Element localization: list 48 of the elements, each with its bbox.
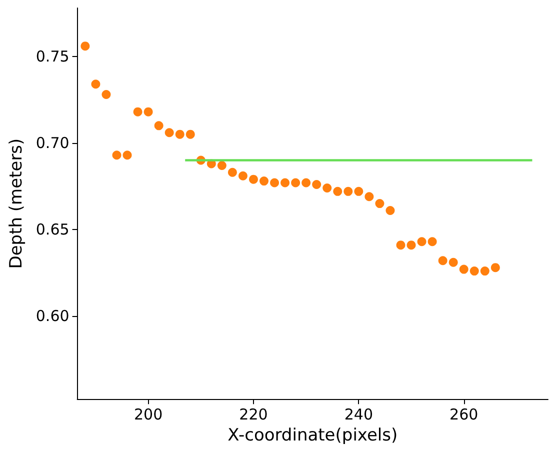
point — [364, 192, 374, 202]
point — [270, 178, 280, 188]
point — [354, 186, 364, 196]
point — [228, 168, 237, 177]
y-tick-label: 0.70 — [36, 134, 70, 152]
point — [312, 180, 322, 190]
point — [133, 107, 142, 116]
point — [302, 178, 311, 188]
point — [154, 121, 164, 130]
point — [91, 80, 100, 89]
point — [428, 237, 437, 246]
point — [217, 160, 226, 170]
x-tick-label: 220 — [239, 406, 268, 424]
point — [144, 107, 153, 116]
point — [386, 206, 395, 215]
point — [238, 171, 248, 180]
point — [122, 150, 132, 160]
point — [480, 266, 490, 276]
x-tick-label: 200 — [134, 406, 163, 424]
point — [248, 174, 258, 184]
point — [175, 130, 184, 139]
point — [417, 237, 426, 246]
point — [164, 128, 174, 138]
point — [375, 199, 384, 208]
x-tick-label: 260 — [450, 406, 478, 424]
point — [470, 266, 479, 276]
y-axis-title: Depth (meters) — [6, 138, 26, 269]
point — [291, 178, 300, 188]
y-tick-label: 0.75 — [36, 47, 70, 66]
point — [112, 150, 122, 160]
y-tick-label: 0.60 — [36, 307, 70, 326]
point — [102, 90, 111, 100]
point — [396, 240, 406, 250]
point — [186, 130, 195, 139]
point — [344, 186, 353, 196]
point — [490, 263, 500, 272]
point — [260, 176, 268, 186]
y-tick-label: 0.65 — [36, 220, 70, 239]
x-axis-title: X-coordinate(pixels) — [228, 426, 398, 446]
point — [438, 256, 448, 266]
point — [322, 183, 332, 192]
point — [459, 264, 468, 274]
point — [333, 186, 342, 196]
point — [448, 258, 458, 267]
point — [280, 178, 290, 188]
point — [80, 42, 90, 51]
point — [406, 240, 416, 250]
x-tick-label: 240 — [344, 406, 373, 424]
